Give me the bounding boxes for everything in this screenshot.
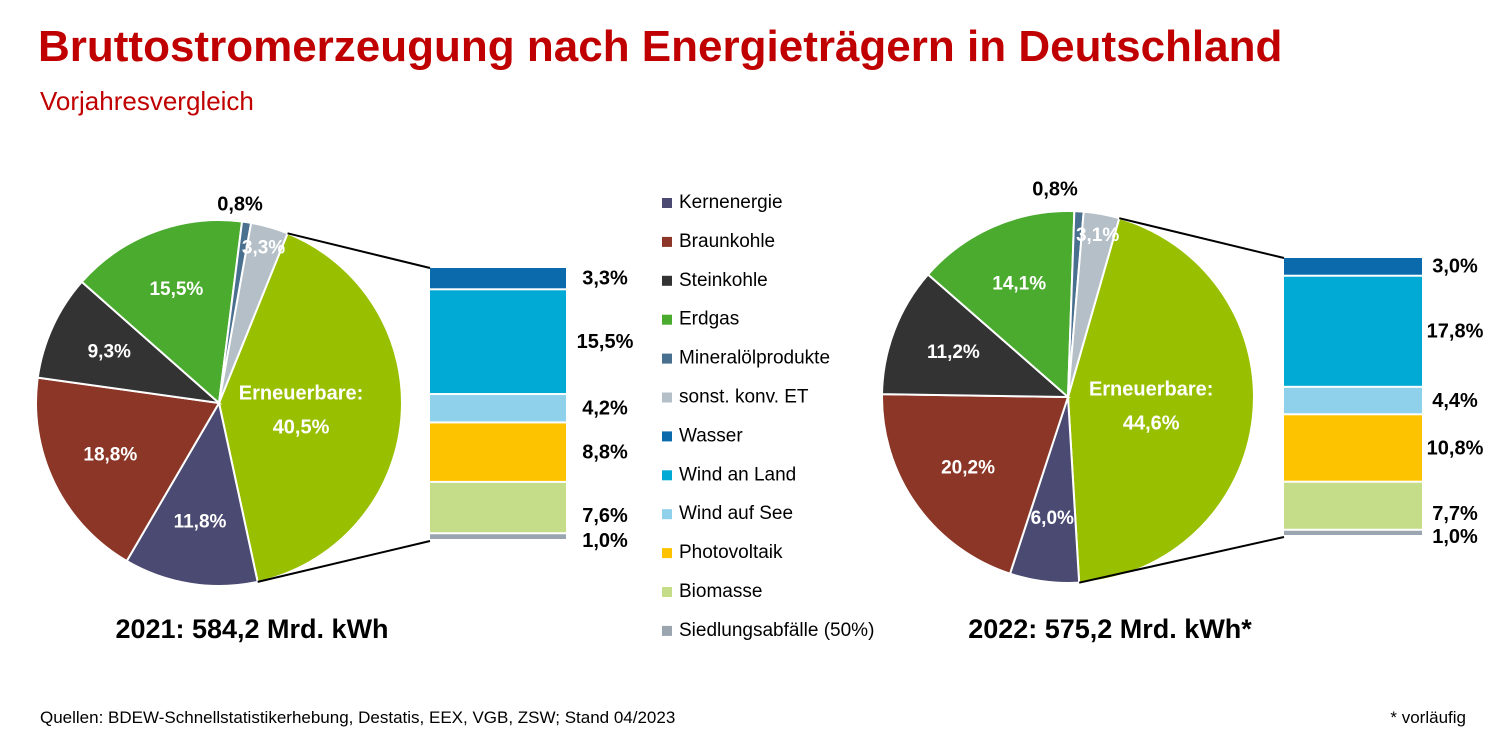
bar-label-wind-an-land: 15,5% <box>577 331 634 353</box>
bar-segment-wind-auf-see <box>430 395 566 422</box>
slice-label-erneuerbare: Erneuerbare: <box>1089 378 1214 400</box>
pie-slice-kernenergie <box>125 400 259 587</box>
bar-segment-photovoltaik <box>430 423 566 481</box>
bar-segment-wasser <box>430 268 566 289</box>
legend-item-photovoltaik: Photovoltaik <box>679 542 783 563</box>
pie-chart-1 <box>35 219 566 587</box>
legend-swatch-erdgas <box>662 314 672 325</box>
bar-label-biomasse: 7,6% <box>582 505 628 527</box>
slice-label-mineralölprodukte: 0,8% <box>1032 178 1078 200</box>
slice-label-braunkohle: 20,2% <box>941 457 995 478</box>
legend-swatch-photovoltaik <box>662 548 672 559</box>
legend-swatch-wasser <box>662 431 672 442</box>
preliminary-note: * vorläufig <box>1390 708 1466 727</box>
slice-label-steinkohle: 11,2% <box>927 342 980 363</box>
bar-label-wasser: 3,3% <box>582 267 628 289</box>
bar-segment-wind-an-land <box>1284 276 1422 386</box>
legend-item-wind-auf-see: Wind auf See <box>679 503 793 524</box>
pie-slice-sonst-konv-et <box>218 221 289 404</box>
chart-caption: 2022: 575,2 Mrd. kWh* <box>968 614 1252 644</box>
legend-item-kernenergie: Kernenergie <box>679 192 783 213</box>
slice-label-erdgas: 15,5% <box>149 279 203 300</box>
bar-label-siedlungsabfälle-50: 1,0% <box>582 530 628 552</box>
pie-slice-steinkohle <box>881 273 1071 399</box>
bar-segment-wind-an-land <box>430 290 566 394</box>
bar-segment-wind-auf-see <box>1284 387 1422 414</box>
legend-item-braunkohle: Braunkohle <box>679 231 775 252</box>
slice-label-sonst-konv-et: 3,1% <box>1076 225 1119 246</box>
pie-slice-steinkohle <box>36 280 223 405</box>
bar-label-wasser: 3,0% <box>1432 256 1478 278</box>
pie-slice-sonst-konv-et <box>1067 210 1121 398</box>
pie-slice-erdgas <box>80 219 244 405</box>
chart-title: Bruttostromerzeugung nach Energieträgern… <box>38 22 1283 71</box>
connector-line-top <box>1119 217 1285 259</box>
slice-label-erdgas: 14,1% <box>992 273 1046 294</box>
legend-item-sonst-konv-et: sonst. konv. ET <box>679 387 809 408</box>
legend-swatch-biomasse <box>662 587 672 597</box>
bar-label-photovoltaik: 8,8% <box>582 441 628 463</box>
slice-label-erneuerbare: Erneuerbare: <box>239 382 364 404</box>
connector-line-top <box>287 232 431 269</box>
legend-item-wind-an-land: Wind an Land <box>679 464 796 485</box>
sources-note: Quellen: BDEW-Schnellstatistikerhebung, … <box>40 708 676 727</box>
bar-label-biomasse: 7,7% <box>1432 503 1478 525</box>
pie-slice-braunkohle <box>35 376 221 563</box>
bar-label-wind-an-land: 17,8% <box>1427 321 1484 343</box>
slice-label-kernenergie: 11,8% <box>174 511 227 532</box>
bar-segment-siedlungsabfälle-50 <box>1284 530 1422 535</box>
connector-line-bottom <box>257 540 431 583</box>
legend-swatch-mineralölprodukte <box>662 353 672 364</box>
slice-label-steinkohle: 9,3% <box>88 342 131 363</box>
legend-swatch-siedlungsabfälle-50 <box>662 625 672 636</box>
slice-label-kernenergie: 6,0% <box>1031 508 1074 529</box>
pie-slice-erdgas <box>926 210 1076 400</box>
chart-subtitle: Vorjahresvergleich <box>40 86 254 116</box>
bar-label-wind-auf-see: 4,4% <box>1432 390 1478 412</box>
slice-value-erneuerbare: 44,6% <box>1123 412 1180 434</box>
pie-slice-braunkohle <box>881 393 1070 576</box>
legend-item-mineralölprodukte: Mineralölprodukte <box>679 348 830 369</box>
legend-item-siedlungsabfälle-50: Siedlungsabfälle (50%) <box>679 620 874 641</box>
legend-item-steinkohle: Steinkohle <box>679 270 768 291</box>
slice-label-sonst-konv-et: 3,3% <box>242 237 285 258</box>
legend-swatch-sonst-konv-et <box>662 392 672 403</box>
bar-segment-biomasse <box>430 482 566 533</box>
bar-label-siedlungsabfälle-50: 1,0% <box>1432 526 1478 548</box>
legend-swatch-wind-auf-see <box>662 509 672 520</box>
legend-item-wasser: Wasser <box>679 425 743 446</box>
connector-line-bottom <box>1078 536 1285 584</box>
legend-swatch-wind-an-land <box>662 470 672 481</box>
pie-slice-erneuerbare <box>1066 216 1255 584</box>
slice-value-erneuerbare: 40,5% <box>273 416 330 438</box>
legend-swatch-kernenergie <box>662 198 672 208</box>
bar-segment-wasser <box>1284 258 1422 275</box>
slice-label-mineralölprodukte: 0,8% <box>217 193 263 215</box>
legend-swatch-steinkohle <box>662 275 672 286</box>
slice-label-braunkohle: 18,8% <box>83 445 137 466</box>
pie-chart-2 <box>881 210 1422 584</box>
legend-item-biomasse: Biomasse <box>679 581 762 602</box>
bar-label-wind-auf-see: 4,2% <box>582 398 628 420</box>
chart-caption: 2021: 584,2 Mrd. kWh <box>115 614 388 644</box>
legend-swatch-braunkohle <box>662 236 672 247</box>
bar-segment-photovoltaik <box>1284 415 1422 481</box>
bar-label-photovoltaik: 10,8% <box>1427 437 1484 459</box>
pie-slice-erneuerbare <box>217 232 403 584</box>
bar-segment-biomasse <box>1284 482 1422 529</box>
bar-segment-siedlungsabfälle-50 <box>430 534 566 539</box>
legend <box>662 198 672 636</box>
legend-item-erdgas: Erdgas <box>679 309 739 330</box>
